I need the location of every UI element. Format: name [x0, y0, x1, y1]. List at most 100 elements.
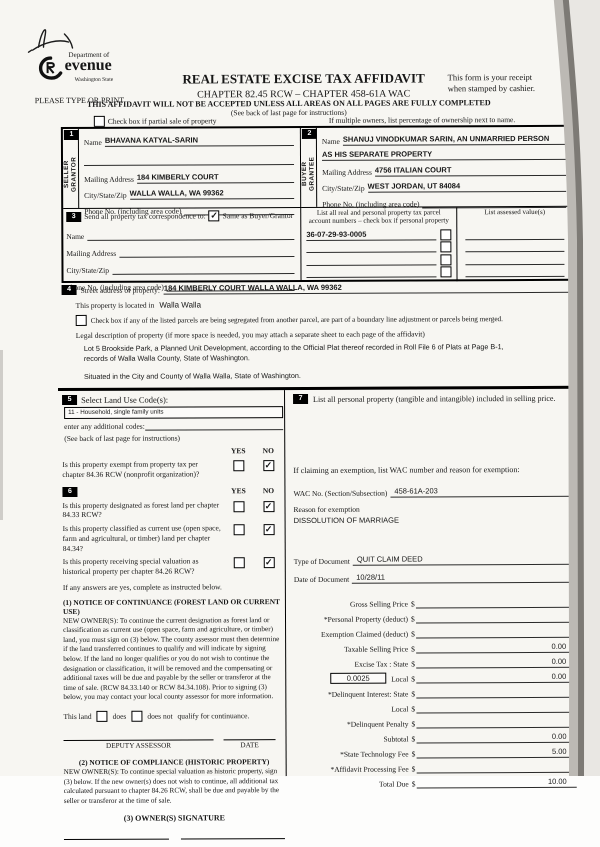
parcel-number-field[interactable]: 36-07-29-93-0005: [306, 229, 436, 241]
partial-sale-checkbox[interactable]: [94, 116, 105, 127]
street-address-field[interactable]: 184 KIMBERLY COURT WALLA WALLA, WA 99362: [164, 282, 575, 295]
notice-compliance-body: NEW OWNER(S): To continue special valuat…: [64, 767, 285, 806]
owner-signature-line[interactable]: [64, 839, 169, 846]
assessed-value-field[interactable]: [465, 266, 564, 277]
excise-tax-state-field[interactable]: 0.00: [416, 657, 576, 669]
parcel-number-field[interactable]: [306, 266, 436, 278]
seller-name-extra-field[interactable]: [84, 154, 294, 166]
personal-property-checkbox[interactable]: [440, 254, 451, 265]
answers-note: If any answers are yes, complete as inst…: [63, 582, 284, 592]
state-technology-fee-field[interactable]: 5.00: [416, 747, 576, 759]
doc-type-field[interactable]: QUIT CLAIM DEED: [353, 554, 576, 566]
buyer-name-label: Name: [322, 137, 340, 146]
additional-codes-field[interactable]: [145, 420, 283, 431]
delinquent-penalty-field[interactable]: [416, 717, 576, 729]
gross-selling-price-field[interactable]: [416, 597, 576, 609]
delinquent-interest-local-field[interactable]: [416, 702, 576, 714]
personal-property-checkbox[interactable]: [440, 266, 451, 277]
fee-label: Subtotal: [295, 735, 409, 744]
section-6-badge: 6: [62, 486, 77, 496]
wac-number-field[interactable]: 458-61A-203: [390, 486, 575, 498]
receipt-note: This form is your receipt when stamped b…: [448, 72, 563, 95]
doc-date-label: Date of Document: [294, 575, 349, 584]
exempt-yes-checkbox[interactable]: [233, 460, 244, 471]
section-5-badge: 5: [62, 395, 77, 405]
personal-property-deduct-field[interactable]: [416, 612, 576, 624]
doc-type-label: Type of Document: [294, 557, 350, 566]
yes-header: YES: [223, 446, 253, 455]
exempt-question: Is this property exempt from property ta…: [62, 459, 223, 479]
assessed-value-field[interactable]: [465, 228, 564, 239]
buyer-city-field[interactable]: WEST JORDAN, UT 84084: [368, 181, 567, 193]
parcel-number-field[interactable]: [306, 241, 436, 253]
dollar-sign: $: [411, 630, 415, 639]
fee-label: *Affidavit Processing Fee: [295, 765, 409, 774]
current-use-question: Is this property classified as current u…: [63, 523, 224, 553]
seller-name-field[interactable]: BHAVANA KATYAL-SARIN: [105, 135, 294, 147]
local-rate-box[interactable]: 0.0025: [330, 673, 386, 684]
date-signature-line[interactable]: DATE: [224, 739, 276, 749]
parcel-number-field[interactable]: [306, 254, 436, 266]
corr-address-field[interactable]: [119, 246, 294, 258]
forest-yes-checkbox[interactable]: [233, 501, 244, 512]
seller-address-label: Mailing Address: [84, 175, 134, 184]
corr-city-field[interactable]: [112, 263, 295, 275]
personal-property-checkbox[interactable]: [440, 241, 451, 252]
fee-row: Total Due$10.00: [295, 773, 577, 789]
land-use-code-input[interactable]: 11 - Household, single family units: [64, 406, 283, 419]
subtotal-field[interactable]: 0.00: [416, 732, 576, 744]
assessed-value-field[interactable]: [465, 253, 564, 264]
scanned-affidavit-page: Department of evenue Washington State PL…: [0, 0, 600, 776]
does-not-qualify-checkbox[interactable]: [131, 711, 142, 722]
fee-row: Gross Selling Price$: [294, 593, 576, 609]
notice-compliance-heading: (2) NOTICE OF COMPLIANCE (HISTORIC PROPE…: [64, 757, 285, 767]
segregated-checkbox[interactable]: [76, 315, 87, 326]
fee-row: Excise Tax : State$0.00: [294, 653, 576, 669]
exempt-no-checkbox[interactable]: ✓: [263, 460, 274, 471]
buyer-name-field[interactable]: SHANUJ VINODKUMAR SARIN, AN UNMARRIED PE…: [343, 134, 566, 146]
corr-name-field[interactable]: [87, 229, 294, 241]
fee-label: *Delinquent Interest: State: [294, 690, 408, 699]
fee-row: Taxable Selling Price$0.00: [294, 638, 576, 654]
located-in-field[interactable]: Walla Walla: [159, 300, 201, 309]
corr-city-label: City/State/Zip: [66, 266, 109, 275]
doc-date-field[interactable]: 10/28/11: [352, 572, 576, 584]
historic-no-checkbox[interactable]: ✓: [263, 557, 274, 568]
seller-address-field[interactable]: 184 KIMBERLY COURT: [137, 172, 294, 184]
seller-name-label: Name: [84, 138, 102, 147]
forest-no-checkbox[interactable]: ✓: [263, 501, 274, 512]
assessed-value-field[interactable]: [465, 241, 564, 252]
delinquent-interest-state-field[interactable]: [416, 687, 576, 699]
corr-address-label: Mailing Address: [66, 249, 116, 258]
affidavit-processing-fee-field[interactable]: [416, 762, 576, 774]
reason-exemption-field[interactable]: DISSOLUTION OF MARRIAGE: [294, 515, 576, 525]
personal-property-checkbox[interactable]: [440, 229, 451, 240]
same-as-buyer-checkbox[interactable]: ✓: [209, 210, 220, 221]
fee-label: Local: [391, 675, 408, 684]
dollar-sign: $: [412, 779, 416, 788]
parcel-numbers-column: List all real and personal property tax …: [301, 207, 457, 282]
current-use-no-checkbox[interactable]: ✓: [263, 524, 274, 535]
buyer-name2-field[interactable]: AS HIS SEPARATE PROPERTY: [322, 149, 566, 161]
historic-question: Is this property receiving special valua…: [63, 557, 224, 577]
yes-header: YES: [223, 486, 253, 496]
buyer-address-field[interactable]: 4756 ITALIAN COURT: [375, 165, 566, 177]
historic-yes-checkbox[interactable]: [233, 557, 244, 568]
assessed-values-column: List assessed value(s): [457, 207, 572, 282]
does-qualify-checkbox[interactable]: [97, 711, 108, 722]
dollar-sign: $: [411, 600, 415, 609]
section-1-badge: 1: [64, 130, 79, 140]
taxable-selling-price-field[interactable]: 0.00: [416, 642, 576, 654]
owner-signature-line[interactable]: [180, 838, 285, 845]
exemption-claimed-field[interactable]: [416, 627, 576, 639]
total-due-field[interactable]: 10.00: [416, 777, 576, 789]
same-as-buyer-label: Same as Buyer/Grantor: [223, 211, 293, 220]
excise-tax-local-field[interactable]: 0.00: [416, 672, 576, 684]
deputy-assessor-signature-line[interactable]: DEPUTY ASSESSOR: [64, 739, 214, 750]
does-not-label: does not: [147, 712, 172, 721]
dollar-sign: $: [411, 645, 415, 654]
seller-city-field[interactable]: WALLA WALLA, WA 99362: [130, 188, 295, 200]
current-use-yes-checkbox[interactable]: [233, 524, 244, 535]
